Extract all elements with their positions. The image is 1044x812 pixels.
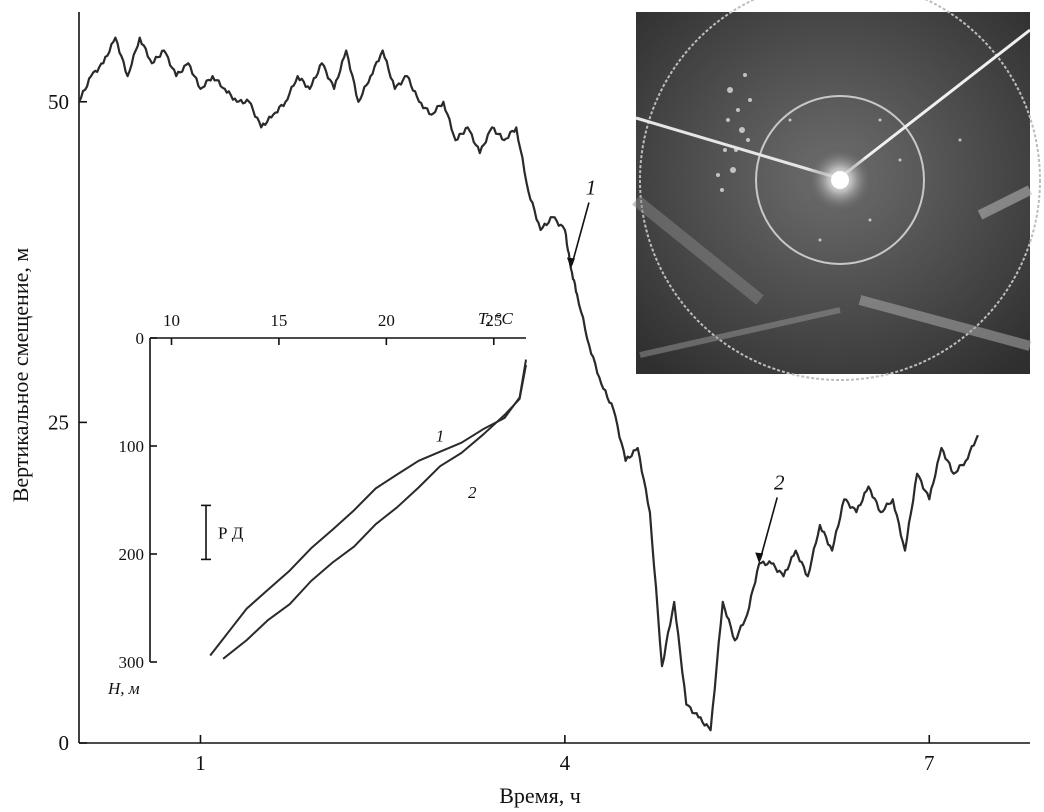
x-axis-title: Время, ч (499, 783, 581, 808)
annotation-arrow (759, 497, 778, 560)
inset-x-tick-label: 25 (485, 311, 502, 330)
annotation-arrowhead (566, 257, 575, 269)
inset-series-1-line (209, 359, 527, 657)
annotation-label: 1 (586, 175, 597, 199)
inset-series-2-line (222, 364, 527, 660)
x-tick-label: 4 (560, 751, 571, 775)
inset-chart: 10 15 20 25 0 100 200 300 T, °C H, м 1 2 Р Д (107, 309, 527, 698)
scale-bar-label: Р Д (218, 523, 244, 542)
annotation-label: 2 (774, 470, 785, 494)
inset-y-tick-label: 0 (136, 329, 145, 348)
annotation-arrowhead (755, 552, 764, 564)
y-ticks: 0 25 50 (48, 90, 87, 755)
inset-x-tick-label: 15 (270, 311, 287, 330)
inset-y-tick-label: 200 (119, 545, 145, 564)
x-tick-label: 7 (924, 751, 935, 775)
scale-bar: Р Д (201, 504, 244, 561)
inset-series-2-label: 2 (468, 483, 477, 502)
inset-x-tick-label: 20 (378, 311, 395, 330)
main-chart: 0 25 50 1 4 7 Время, ч Вертикальное смещение… (8, 12, 1030, 808)
inset-y-tick-label: 300 (119, 653, 145, 672)
y-tick-label: 25 (48, 410, 69, 434)
series-line (78, 36, 979, 732)
inset-x-ticks: 10 15 20 25 (163, 311, 502, 345)
sonar-photo (632, 0, 1041, 381)
y-tick-label: 0 (59, 731, 70, 755)
sonar-scope-photo (632, 0, 1041, 381)
inset-series-1-label: 1 (436, 427, 445, 446)
annotation-arrow (571, 202, 590, 265)
inset-y-axis-title: H, м (107, 679, 140, 698)
x-ticks: 1 4 7 (195, 735, 935, 775)
annotations: 12 (566, 175, 785, 564)
y-tick-label: 50 (48, 90, 69, 114)
inset-x-axis-title: T, °C (478, 309, 513, 328)
inset-y-ticks: 0 100 200 300 (119, 329, 157, 672)
inset-x-tick-label: 10 (163, 311, 180, 330)
inset-y-tick-label: 100 (119, 437, 145, 456)
y-axis-title: Вертикальное смещение, м (8, 248, 33, 503)
x-tick-label: 1 (195, 751, 206, 775)
